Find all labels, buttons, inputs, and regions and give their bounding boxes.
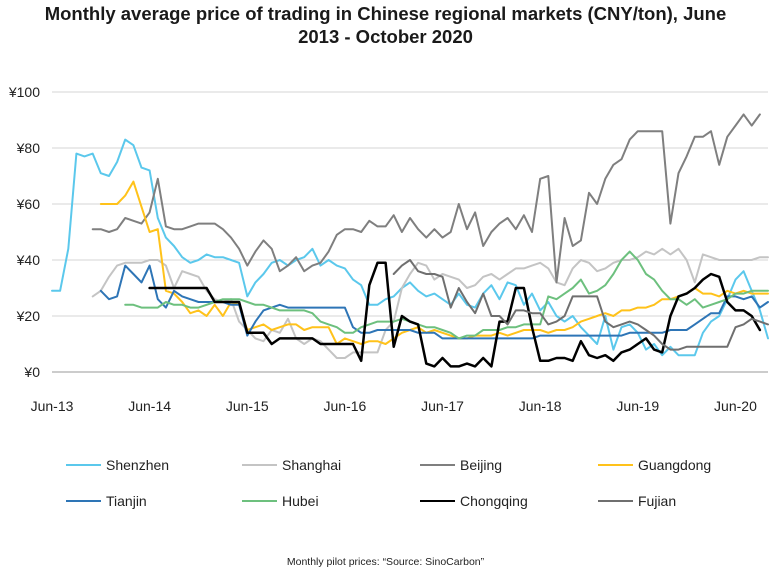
series-lines — [51, 113, 769, 368]
x-tick-label: Jun-18 — [519, 398, 562, 414]
series-line-beijing — [91, 113, 761, 284]
x-axis-ticks: Jun-13 Jun-14 Jun-15 Jun-16 Jun-17 Jun-18 Jun-… — [31, 398, 757, 414]
legend-swatch — [242, 500, 277, 502]
line-chart: ¥0¥20¥40¥60¥80¥100 Jun-13 Jun-14 Jun-15 Jun… — [8, 84, 769, 414]
y-tick-label: ¥60 — [16, 196, 41, 212]
legend-label: Chongqing — [460, 493, 528, 509]
x-tick-label: Jun-19 — [616, 398, 659, 414]
legend-swatch — [420, 500, 455, 502]
x-tick-label: Jun-17 — [421, 398, 464, 414]
y-tick-label: ¥40 — [16, 252, 41, 268]
legend-label: Fujian — [638, 493, 677, 509]
chart-title-line-1: Monthly average price of trading in Chin… — [44, 3, 727, 24]
legend-swatch — [420, 464, 455, 466]
legend-label: Shanghai — [282, 457, 342, 473]
legend-item-shenzhen: Shenzhen — [66, 456, 169, 474]
y-tick-label: ¥0 — [23, 364, 40, 380]
legend-swatch — [598, 500, 633, 502]
y-tick-label: ¥80 — [16, 140, 41, 156]
legend-item-shanghai: Shanghai — [242, 456, 341, 474]
y-axis-ticks: ¥0 ¥20 ¥40 ¥60 ¥80 ¥100 — [8, 84, 40, 380]
legend-label: Guangdong — [638, 457, 712, 473]
legend-item-beijing: Beijing — [420, 456, 502, 474]
legend-label: Beijing — [460, 457, 503, 473]
series-line-hubei — [124, 250, 769, 340]
legend-swatch — [66, 464, 101, 466]
x-tick-label: Jun-16 — [324, 398, 367, 414]
legend-swatch — [66, 500, 101, 502]
series-line-fujian — [392, 259, 769, 351]
source-note: Monthly pilot prices: “Source: SinoCarbo… — [286, 556, 485, 568]
gridlines — [52, 91, 768, 373]
x-tick-label: Jun-13 — [31, 398, 74, 414]
series-line-guangdong — [99, 180, 769, 345]
chart-title: Monthly average price of trading in Chin… — [0, 2, 771, 48]
legend-label: Tianjin — [106, 493, 147, 509]
legend-item-fujian: Fujian — [598, 492, 676, 510]
y-tick-label: ¥20 — [16, 308, 41, 324]
x-tick-label: Jun-15 — [226, 398, 269, 414]
legend-item-hubei: Hubei — [242, 492, 319, 510]
legend-label: Shenzhen — [106, 457, 170, 473]
legend: Shenzhen Shanghai Beijing Guangdong Tianjin H… — [0, 452, 771, 522]
series-line-chongqing — [148, 261, 762, 368]
y-tick-label: ¥100 — [8, 84, 40, 100]
x-tick-label: Jun-20 — [714, 398, 757, 414]
series-line-shanghai — [91, 247, 769, 359]
chart-title-line-2: 2013 - October 2020 — [298, 26, 473, 47]
legend-swatch — [242, 464, 277, 466]
series-line-shenzhen — [51, 138, 769, 357]
legend-swatch — [598, 464, 633, 466]
legend-item-chongqing: Chongqing — [420, 492, 528, 510]
legend-item-guangdong: Guangdong — [598, 456, 711, 474]
legend-item-tianjin: Tianjin — [66, 492, 147, 510]
legend-label: Hubei — [282, 493, 319, 509]
x-tick-label: Jun-14 — [128, 398, 171, 414]
